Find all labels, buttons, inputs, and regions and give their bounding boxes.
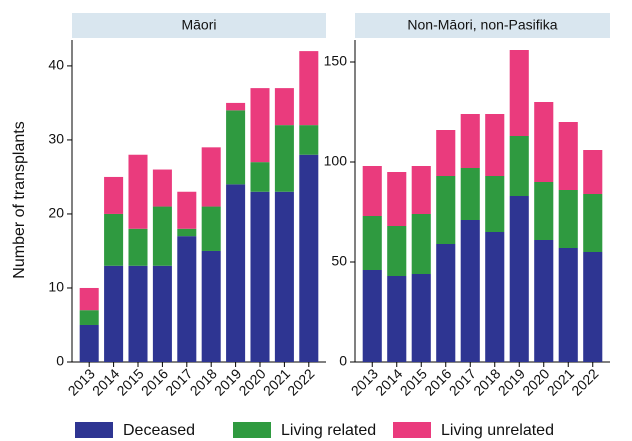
bar-segment bbox=[534, 102, 554, 182]
bar-segment bbox=[128, 154, 148, 229]
x-tick-label: 2019 bbox=[495, 365, 528, 398]
bar-segment bbox=[534, 182, 554, 240]
bar-segment bbox=[177, 191, 197, 229]
bar-segment bbox=[128, 265, 148, 362]
legend-swatch bbox=[393, 422, 431, 438]
bar-segment bbox=[436, 176, 456, 244]
bar-segment bbox=[226, 184, 246, 362]
bar-segment bbox=[250, 162, 270, 192]
x-tick-label: 2018 bbox=[470, 365, 503, 398]
y-tick-label: 50 bbox=[331, 253, 347, 269]
x-tick-label: 2013 bbox=[348, 365, 381, 398]
bar-segment bbox=[128, 228, 148, 266]
bar-segment bbox=[583, 252, 603, 362]
bar-segment bbox=[411, 214, 431, 274]
bar-segment bbox=[460, 168, 480, 220]
bar-segment bbox=[201, 250, 221, 362]
bar-segment bbox=[177, 236, 197, 362]
y-tick-label: 100 bbox=[324, 153, 348, 169]
bar-segment bbox=[485, 114, 505, 176]
bar-segment bbox=[299, 125, 319, 155]
bar-segment bbox=[177, 228, 197, 237]
x-tick-label: 2020 bbox=[519, 365, 552, 398]
bar-segment bbox=[152, 206, 172, 266]
legend-label: Deceased bbox=[123, 422, 195, 439]
y-tick-label: 30 bbox=[48, 131, 64, 147]
bar-segment bbox=[226, 102, 246, 111]
bar-segment bbox=[558, 248, 578, 362]
bar-segment bbox=[558, 122, 578, 190]
panel-header bbox=[355, 13, 610, 38]
legend-swatch bbox=[75, 422, 113, 438]
bar-segment bbox=[387, 226, 407, 276]
bar-segment bbox=[274, 125, 294, 192]
bar-segment bbox=[485, 232, 505, 362]
bar-segment bbox=[387, 172, 407, 226]
y-tick-label: 0 bbox=[339, 353, 347, 369]
y-tick-label: 40 bbox=[48, 57, 64, 73]
legend-swatch bbox=[233, 422, 271, 438]
x-tick-label: 2022 bbox=[284, 365, 317, 398]
bar-segment bbox=[274, 191, 294, 362]
y-tick-label: 10 bbox=[48, 279, 64, 295]
panel-title: Non-Māori, non-Pasifika bbox=[407, 17, 557, 33]
bar-segment bbox=[299, 51, 319, 126]
panel-header bbox=[72, 13, 326, 38]
bar-segment bbox=[250, 191, 270, 362]
bar-segment bbox=[436, 130, 456, 176]
legend-label: Living related bbox=[281, 422, 376, 439]
panel-title: Māori bbox=[181, 17, 216, 33]
x-tick-label: 2014 bbox=[372, 365, 405, 398]
bar-segment bbox=[362, 216, 382, 270]
bar-segment bbox=[509, 196, 529, 362]
y-tick-label: 20 bbox=[48, 205, 64, 221]
bar-segment bbox=[387, 276, 407, 362]
legend-label: Living unrelated bbox=[441, 422, 554, 439]
bar-segment bbox=[152, 169, 172, 207]
bar-segment bbox=[299, 154, 319, 362]
bar-segment bbox=[201, 206, 221, 251]
bar-segment bbox=[201, 147, 221, 207]
bar-segment bbox=[436, 244, 456, 362]
bar-segment bbox=[104, 265, 124, 362]
bar-segment bbox=[274, 88, 294, 126]
bar-segment bbox=[152, 265, 172, 362]
bar-segment bbox=[226, 110, 246, 185]
bar-segment bbox=[411, 274, 431, 362]
y-tick-label: 0 bbox=[56, 353, 64, 369]
bar-segment bbox=[104, 176, 124, 214]
bar-segment bbox=[558, 190, 578, 248]
y-axis-label: Number of transplants bbox=[11, 121, 28, 278]
bar-segment bbox=[583, 194, 603, 252]
bar-segment bbox=[250, 88, 270, 163]
bar-segment bbox=[460, 114, 480, 168]
y-tick-label: 150 bbox=[324, 53, 348, 69]
x-tick-label: 2015 bbox=[397, 365, 430, 398]
bar-segment bbox=[485, 176, 505, 232]
bar-segment bbox=[460, 220, 480, 362]
bar-segment bbox=[362, 270, 382, 362]
bar-segment bbox=[534, 240, 554, 362]
x-tick-label: 2016 bbox=[421, 365, 454, 398]
bar-segment bbox=[79, 324, 99, 362]
bar-segment bbox=[104, 213, 124, 266]
bar-segment bbox=[79, 310, 99, 325]
bar-segment bbox=[362, 166, 382, 216]
bar-segment bbox=[583, 150, 603, 194]
x-tick-label: 2021 bbox=[544, 365, 577, 398]
bar-segment bbox=[411, 166, 431, 214]
bar-segment bbox=[509, 136, 529, 196]
bar-segment bbox=[509, 50, 529, 136]
x-tick-label: 2022 bbox=[568, 365, 601, 398]
bar-segment bbox=[79, 287, 99, 311]
x-tick-label: 2017 bbox=[446, 365, 479, 398]
